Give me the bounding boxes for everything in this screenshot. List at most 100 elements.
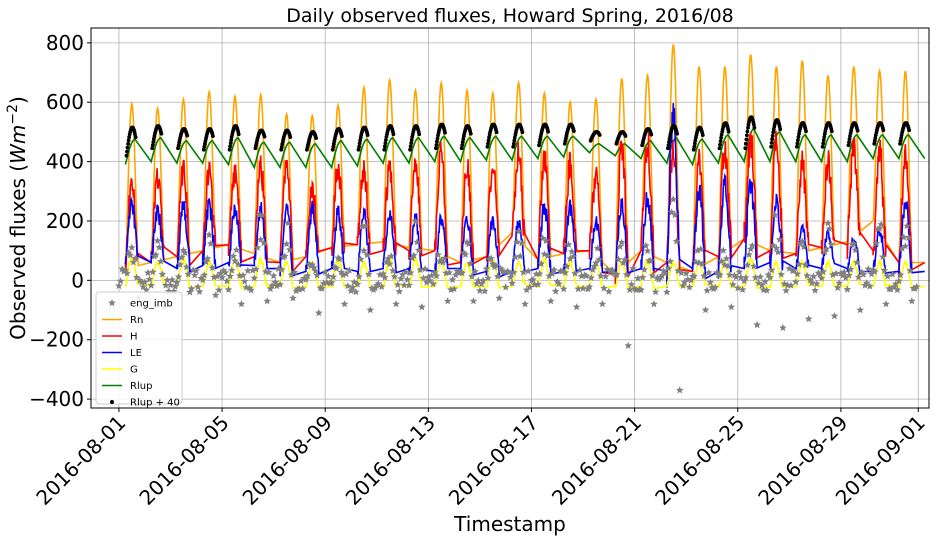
eng-imb-point	[385, 260, 394, 268]
eng-imb-point	[803, 271, 811, 279]
rlup-40-point	[769, 141, 774, 145]
eng-imb-point	[877, 220, 885, 228]
eng-imb-point	[637, 285, 645, 294]
eng-imb-point	[416, 265, 425, 274]
rlup-40-point	[538, 137, 542, 142]
rlup-40-point	[126, 138, 131, 143]
rlup-40-point	[203, 142, 207, 146]
series-h-line	[124, 130, 926, 285]
rlup-40-point	[340, 134, 344, 139]
rlup-40-point	[357, 144, 361, 149]
eng-imb-point	[559, 285, 568, 293]
rlup-40-point	[692, 141, 697, 146]
eng-imb-point	[511, 253, 520, 261]
eng-imb-point	[904, 233, 913, 241]
eng-imb-point	[685, 283, 694, 291]
eng-imb-point	[703, 286, 711, 294]
rlup-40-point	[847, 137, 852, 141]
eng-imb-point	[398, 270, 407, 278]
eng-imb-point	[501, 283, 510, 291]
eng-imb-point	[727, 303, 736, 311]
eng-imb-point	[426, 276, 434, 284]
eng-imb-point	[748, 241, 757, 249]
eng-imb-point	[131, 254, 139, 262]
rlup-40-point	[126, 142, 130, 146]
rlup-40-point	[796, 135, 801, 139]
eng-imb-point	[390, 272, 399, 280]
eng-imb-point	[845, 271, 853, 279]
eng-imb-point	[774, 248, 782, 256]
eng-imb-point	[571, 269, 579, 277]
eng-imb-point	[790, 266, 798, 274]
eng-imb-point	[123, 269, 131, 277]
eng-imb-point	[664, 264, 673, 272]
eng-imb-point	[211, 291, 220, 299]
eng-imb-point	[864, 265, 873, 273]
eng-imb-point	[248, 266, 257, 274]
rlup-40-point	[511, 144, 516, 149]
eng-imb-point	[422, 278, 431, 286]
x-axis-title: Timestamp	[453, 512, 566, 536]
eng-imb-point	[609, 269, 618, 277]
eng-imb-point	[579, 284, 587, 292]
eng-imb-point	[226, 272, 234, 280]
eng-imb-point	[495, 294, 504, 302]
rlup-40-point	[150, 146, 155, 151]
rlup-40-point	[873, 136, 878, 140]
eng-imb-point	[247, 286, 255, 294]
eng-imb-point	[732, 273, 740, 281]
eng-imb-point	[666, 257, 674, 265]
eng-imb-point	[281, 252, 289, 260]
eng-imb-point	[793, 270, 802, 278]
eng-imb-point	[866, 282, 874, 290]
eng-imb-point	[605, 287, 613, 295]
eng-imb-point	[329, 272, 338, 281]
eng-imb-point	[347, 286, 355, 295]
rlup-40-point	[383, 141, 388, 145]
rlup-40-point	[623, 134, 628, 138]
eng-imb-point	[231, 256, 239, 265]
eng-imb-point	[157, 257, 165, 265]
eng-imb-point	[777, 270, 786, 278]
eng-imb-point	[397, 274, 405, 282]
eng-imb-point	[360, 246, 368, 254]
eng-imb-point	[896, 270, 905, 279]
eng-imb-point	[364, 270, 373, 278]
eng-imb-point	[724, 262, 732, 270]
rlup-40-point	[746, 125, 750, 130]
eng-imb-point	[763, 286, 771, 294]
eng-imb-point	[395, 287, 404, 295]
rlup-40-point	[597, 133, 602, 137]
eng-imb-point	[443, 297, 452, 305]
eng-imb-point	[529, 275, 537, 283]
eng-imb-point	[115, 281, 123, 290]
y-tick-label: 800	[46, 31, 84, 55]
rlup-40-point	[408, 147, 412, 152]
eng-imb-point	[634, 274, 642, 282]
eng-imb-point	[174, 272, 183, 281]
eng-imb-point	[253, 243, 262, 251]
eng-imb-point	[550, 265, 558, 274]
eng-imb-point	[638, 273, 647, 281]
eng-imb-point	[414, 246, 423, 254]
eng-imb-point	[548, 269, 557, 277]
rlup-40-point	[675, 131, 679, 136]
eng-imb-point	[128, 243, 136, 251]
eng-imb-point	[402, 268, 410, 276]
eng-imb-point	[432, 271, 441, 280]
y-axis-title-text: Observed fluxes (	[6, 164, 30, 340]
eng-imb-point	[419, 274, 428, 282]
eng-imb-point	[480, 287, 489, 295]
eng-imb-point	[297, 277, 305, 285]
eng-imb-point	[643, 246, 652, 255]
eng-imb-point	[445, 268, 454, 276]
eng-imb-point	[903, 222, 911, 230]
eng-imb-point	[775, 235, 784, 243]
legend-item-rn: Rn	[102, 315, 143, 326]
eng-imb-point	[705, 268, 713, 276]
eng-imb-point	[663, 288, 671, 296]
eng-imb-point	[671, 210, 679, 219]
eng-imb-point	[410, 251, 418, 259]
eng-imb-point	[377, 282, 386, 290]
rlup-40-point	[898, 141, 902, 146]
